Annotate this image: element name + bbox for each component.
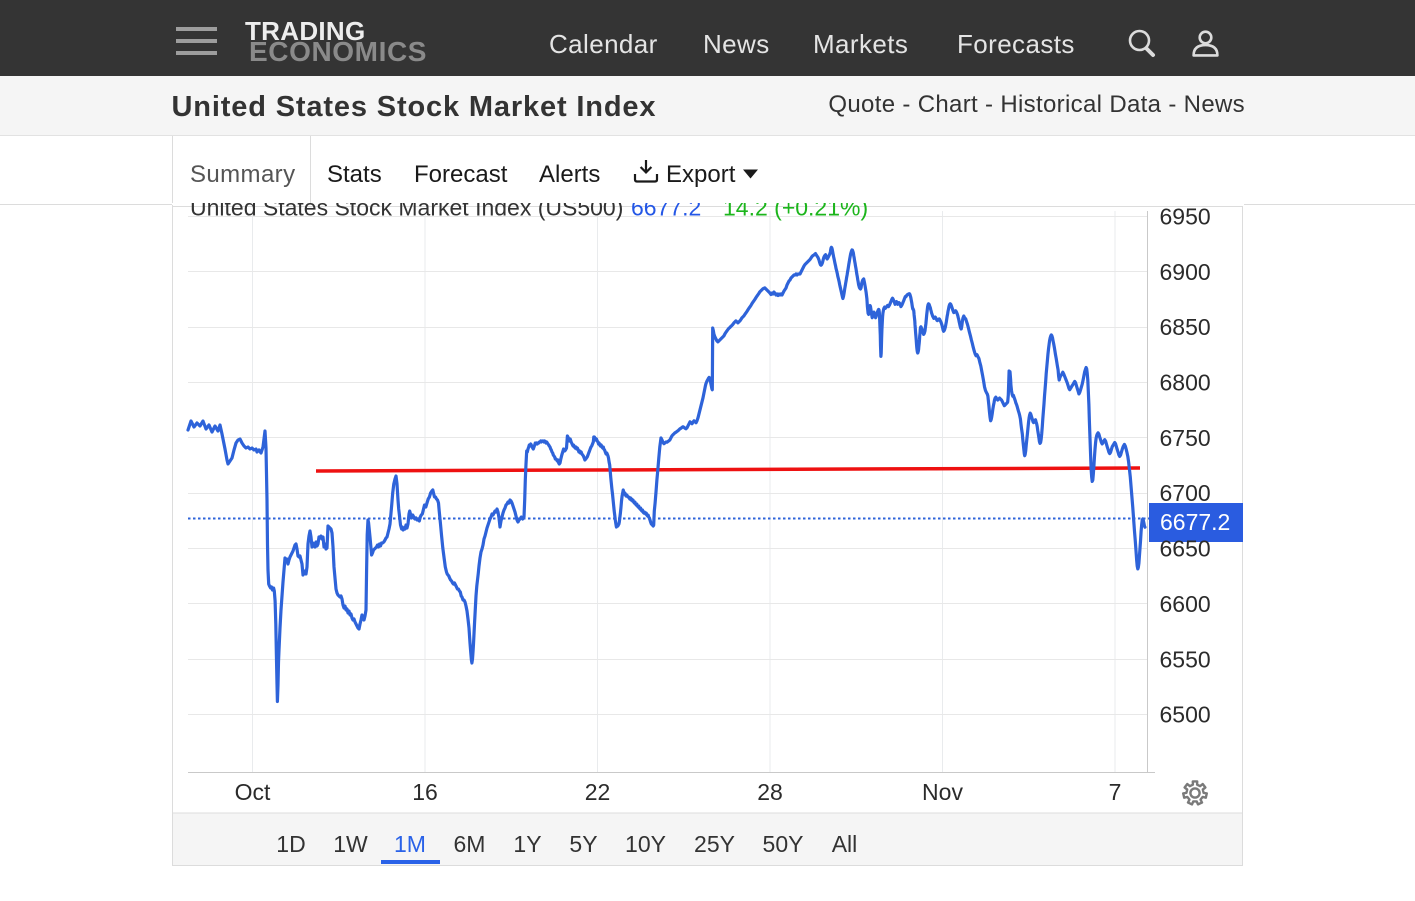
- svg-text:50Y: 50Y: [763, 831, 804, 857]
- svg-text:6677.2: 6677.2: [1160, 509, 1230, 535]
- svg-text:6700: 6700: [1160, 480, 1211, 506]
- svg-text:25Y: 25Y: [694, 831, 735, 857]
- svg-text:5Y: 5Y: [569, 831, 597, 857]
- svg-text:6750: 6750: [1160, 425, 1211, 451]
- svg-text:6677.2: 6677.2: [631, 203, 701, 221]
- svg-text:6900: 6900: [1160, 259, 1211, 285]
- svg-text:1W: 1W: [333, 831, 368, 857]
- svg-text:14.2 (+0.21%): 14.2 (+0.21%): [723, 203, 868, 221]
- svg-text:6M: 6M: [454, 831, 486, 857]
- svg-text:All: All: [832, 831, 858, 857]
- svg-text:7: 7: [1109, 779, 1122, 805]
- svg-text:6950: 6950: [1160, 204, 1211, 230]
- svg-text:28: 28: [757, 779, 783, 805]
- svg-text:10Y: 10Y: [625, 831, 666, 857]
- svg-text:Nov: Nov: [922, 779, 963, 805]
- svg-text:6500: 6500: [1160, 702, 1211, 728]
- svg-text:1D: 1D: [276, 831, 305, 857]
- svg-text:6600: 6600: [1160, 591, 1211, 617]
- svg-text:22: 22: [585, 779, 611, 805]
- svg-text:6800: 6800: [1160, 370, 1211, 396]
- svg-text:6550: 6550: [1160, 646, 1211, 672]
- svg-text:6850: 6850: [1160, 314, 1211, 340]
- svg-text:16: 16: [412, 779, 438, 805]
- svg-text:United States Stock Market Ind: United States Stock Market Index (US500): [190, 203, 623, 221]
- svg-text:1M: 1M: [394, 831, 426, 857]
- svg-text:Oct: Oct: [235, 779, 271, 805]
- svg-text:1Y: 1Y: [513, 831, 541, 857]
- svg-text:6650: 6650: [1160, 536, 1211, 562]
